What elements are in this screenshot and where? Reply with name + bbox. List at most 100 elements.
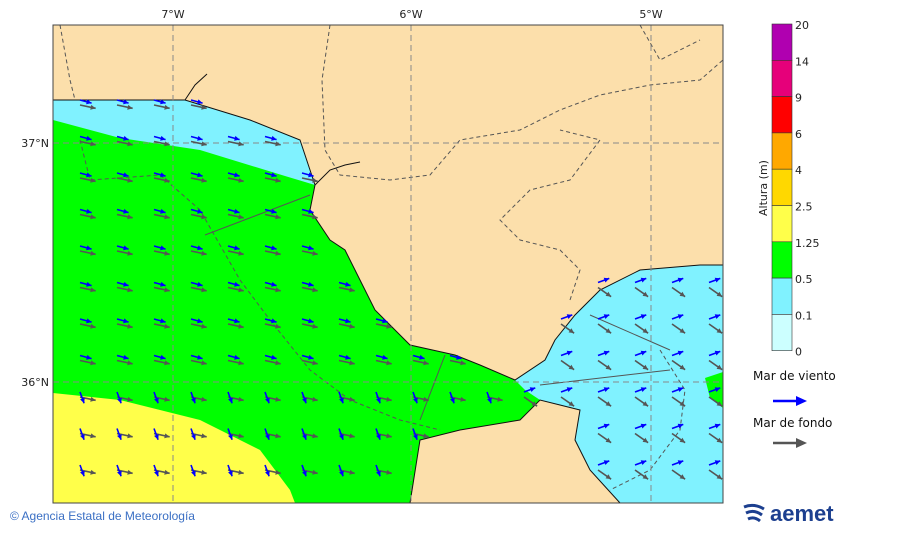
swell-arrow	[597, 432, 612, 444]
maritime-boundaries	[204, 194, 671, 421]
swell-arrow	[227, 359, 244, 366]
wind-sea-arrow	[190, 428, 196, 441]
colorbar-tick: 0	[795, 346, 802, 359]
swell-arrow	[227, 286, 244, 293]
wind-sea-arrow	[708, 460, 721, 466]
swell-arrow	[671, 323, 686, 334]
swell-arrow	[190, 104, 207, 110]
swell-arrow	[338, 286, 355, 293]
colorbar-bin	[771, 96, 793, 134]
wind-sea-arrow	[264, 208, 277, 214]
swell-arrow	[301, 177, 318, 183]
aemet-logo-icon	[743, 503, 765, 523]
swell-arrow	[190, 250, 207, 256]
lon-label-7w: 7°W	[161, 8, 184, 21]
sea-yellow-zone	[53, 393, 295, 503]
wind-sea-arrow	[301, 208, 314, 214]
swell-arrow	[634, 432, 649, 444]
wind-sea-arrow	[301, 428, 307, 441]
wind-sea-arrow	[301, 354, 314, 360]
wind-sea-arrow	[190, 464, 196, 477]
wind-sea-arrow	[190, 354, 203, 360]
colorbar-tick: 9	[795, 92, 802, 105]
wind-sea-arrow	[153, 318, 166, 324]
colorbar-bin	[771, 168, 793, 206]
swell-arrow	[79, 104, 96, 110]
swell-arrow-icon	[773, 438, 807, 448]
wind-sea-arrow	[79, 428, 85, 441]
colorbar-bin	[771, 23, 793, 61]
swell-arrow	[708, 432, 723, 444]
swell-arrow	[634, 359, 649, 371]
swell-arrow	[523, 396, 538, 407]
swell-arrow	[560, 396, 575, 407]
colorbar-tick: 2.5	[795, 201, 813, 214]
swell-arrow	[671, 396, 686, 407]
wind-sea-arrow	[79, 208, 92, 214]
colorbar-tick: 1.25	[795, 237, 820, 250]
swell-arrow	[375, 323, 392, 329]
copyright-icon: ©	[10, 509, 19, 523]
wind-sea-arrow	[153, 281, 166, 287]
wind-sea-arrow	[301, 245, 314, 251]
lat-label-37n: 37°N	[21, 137, 49, 150]
swell-arrow	[338, 359, 355, 366]
wind-sea-arrow	[301, 391, 307, 404]
colorbar-tick: 0.5	[795, 273, 813, 286]
wind-sea-arrow	[264, 172, 277, 178]
wind-sea-arrow	[634, 350, 647, 357]
wind-sea-arrow	[375, 318, 388, 324]
wind-sea-arrow	[338, 464, 344, 477]
wind-sea-arrow	[338, 354, 351, 360]
swell-arrow	[153, 213, 170, 220]
wind-sea-arrow	[560, 350, 573, 357]
swell-arrow	[116, 286, 133, 293]
wind-sea-arrow	[227, 391, 233, 404]
swell-arrow	[227, 323, 244, 329]
map-frame	[52, 24, 724, 504]
wind-sea-label: Mar de viento	[753, 369, 836, 383]
aemet-logo: aemet	[742, 501, 834, 527]
wind-sea-arrow	[190, 391, 196, 404]
swell-arrow	[264, 140, 281, 147]
colorbar-tick: 6	[795, 128, 802, 141]
swell-arrow	[79, 323, 96, 329]
lat-label-36n: 36°N	[21, 376, 49, 389]
swell-arrow	[227, 213, 244, 220]
wind-sea-arrow	[597, 314, 610, 320]
wind-sea-arrow	[264, 135, 277, 141]
colorbar-bin	[771, 241, 793, 279]
swell-arrow	[634, 469, 649, 480]
wave-direction-arrows	[79, 99, 723, 480]
wind-sea-arrow	[412, 428, 418, 441]
wind-sea-arrow	[227, 245, 240, 251]
wind-sea-arrow	[116, 391, 122, 404]
colorbar-tick: 14	[795, 55, 809, 68]
swell-arrow	[79, 286, 96, 293]
wind-sea-arrow	[79, 245, 92, 251]
wind-sea-arrow	[227, 172, 240, 178]
colorbar: 20 14 9 6 4 2.5 1.25 0.5 0.1 0	[771, 19, 820, 359]
wind-sea-arrow	[634, 387, 647, 393]
wind-sea-arrow	[116, 281, 129, 287]
swell-arrow	[301, 250, 318, 256]
swell-arrow	[634, 323, 649, 334]
colorbar-bin	[771, 205, 793, 243]
wind-sea-arrow	[264, 354, 277, 360]
swell-arrow	[708, 323, 723, 334]
swell-arrow	[597, 323, 612, 334]
wind-sea-arrow	[190, 135, 203, 141]
wind-sea-arrow	[634, 277, 647, 284]
swell-arrow	[79, 140, 96, 147]
swell-arrow	[190, 177, 207, 183]
swell-arrow	[153, 323, 170, 329]
wind-sea-arrow	[116, 428, 122, 441]
wind-sea-arrow	[190, 281, 203, 287]
wind-sea-arrow	[116, 208, 129, 214]
swell-arrow	[153, 177, 170, 183]
swell-arrow	[264, 323, 281, 329]
swell-arrow	[671, 432, 686, 444]
wind-sea-arrow	[671, 350, 684, 357]
swell-arrow	[116, 140, 133, 147]
